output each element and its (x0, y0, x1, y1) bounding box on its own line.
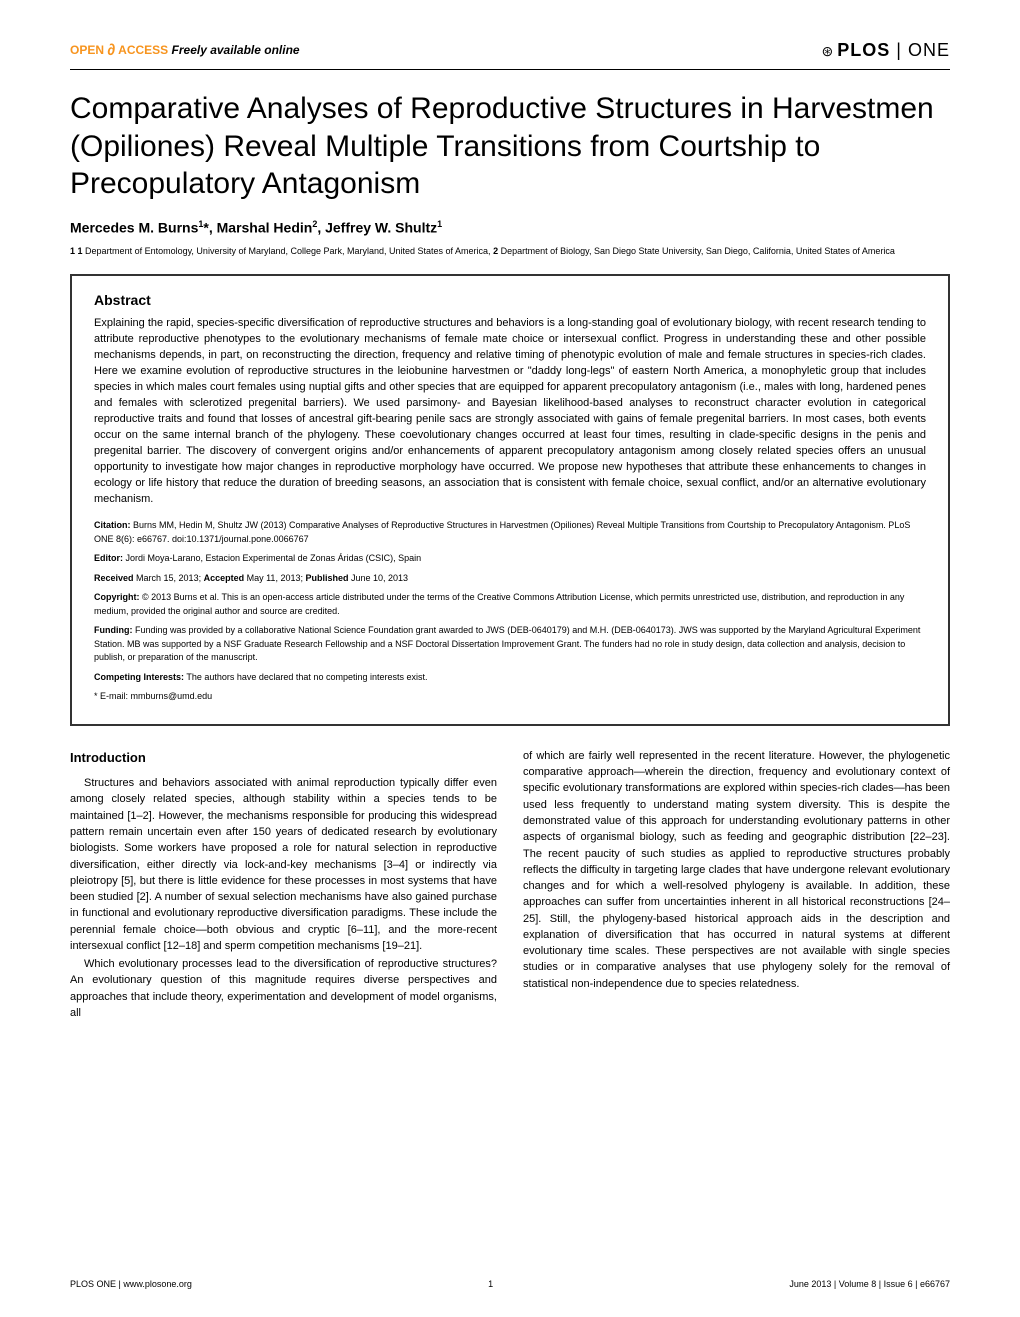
introduction-heading: Introduction (70, 748, 497, 767)
citation-line: Citation: Burns MM, Hedin M, Shultz JW (… (94, 519, 926, 546)
open-access-access: ACCESS (118, 43, 168, 57)
email-star: * E-mail: (94, 691, 131, 701)
open-access-badge: OPEN ∂ ACCESS Freely available online (70, 42, 300, 60)
open-access-open: OPEN (70, 43, 104, 57)
article-title: Comparative Analyses of Reproductive Str… (70, 90, 950, 203)
body-columns: Introduction Structures and behaviors as… (70, 748, 950, 1023)
email-line: * E-mail: mmburns@umd.edu (94, 690, 926, 704)
intro-paragraph-3: of which are fairly well represented in … (523, 748, 950, 992)
column-left: Introduction Structures and behaviors as… (70, 748, 497, 1023)
dates-line: Received March 15, 2013; Accepted May 11… (94, 572, 926, 586)
author-2-prefix: , Marshal Hedin (209, 219, 312, 235)
received-label: Received (94, 573, 134, 583)
page-header: OPEN ∂ ACCESS Freely available online ⊛P… (70, 40, 950, 70)
author-1: Mercedes M. Burns (70, 219, 198, 235)
citation-text: Burns MM, Hedin M, Shultz JW (2013) Comp… (94, 520, 910, 544)
author-3-prefix: , Jeffrey W. Shultz (317, 219, 437, 235)
logo-plos: PLOS (837, 40, 890, 60)
published-label: Published (305, 573, 348, 583)
abstract-box: Abstract Explaining the rapid, species-s… (70, 274, 950, 726)
intro-paragraph-1: Structures and behaviors associated with… (70, 775, 497, 954)
copyright-line: Copyright: © 2013 Burns et al. This is a… (94, 591, 926, 618)
lock-icon: ∂ (107, 42, 115, 59)
page-footer: PLOS ONE | www.plosone.org 1 June 2013 |… (70, 1279, 950, 1289)
copyright-label: Copyright: (94, 592, 140, 602)
logo-separator: | (890, 40, 908, 60)
received-text: March 15, 2013; (134, 573, 204, 583)
authors: Mercedes M. Burns1*, Marshal Hedin2, Jef… (70, 219, 950, 236)
citation-label: Citation: (94, 520, 131, 530)
meta-block: Citation: Burns MM, Hedin M, Shultz JW (… (94, 519, 926, 704)
open-access-tagline: Freely available online (172, 43, 300, 57)
gear-icon: ⊛ (822, 43, 835, 59)
accepted-text: May 11, 2013; (244, 573, 305, 583)
competing-line: Competing Interests: The authors have de… (94, 671, 926, 685)
footer-left: PLOS ONE | www.plosone.org (70, 1279, 192, 1289)
intro-paragraph-2: Which evolutionary processes lead to the… (70, 956, 497, 1021)
funding-text: Funding was provided by a collaborative … (94, 625, 920, 662)
accepted-label: Accepted (204, 573, 245, 583)
logo-one: ONE (908, 40, 950, 60)
funding-label: Funding: (94, 625, 132, 635)
editor-line: Editor: Jordi Moya-Larano, Estacion Expe… (94, 552, 926, 566)
email-address: mmburns@umd.edu (131, 691, 213, 701)
editor-label: Editor: (94, 553, 123, 563)
funding-line: Funding: Funding was provided by a colla… (94, 624, 926, 665)
abstract-text: Explaining the rapid, species-specific d… (94, 316, 926, 507)
competing-text: The authors have declared that no compet… (184, 672, 427, 682)
copyright-text: © 2013 Burns et al. This is an open-acce… (94, 592, 904, 616)
journal-logo: ⊛PLOS | ONE (822, 40, 950, 61)
competing-label: Competing Interests: (94, 672, 184, 682)
affiliations: 11 Department of Entomology, University … (70, 245, 950, 258)
affiliations-full: 1 Department of Entomology, University o… (78, 246, 895, 256)
editor-text: Jordi Moya-Larano, Estacion Experimental… (123, 553, 421, 563)
page: OPEN ∂ ACCESS Freely available online ⊛P… (0, 0, 1020, 1317)
author-3-affil: 1 (437, 219, 442, 229)
footer-right: June 2013 | Volume 8 | Issue 6 | e66767 (789, 1279, 950, 1289)
column-right: of which are fairly well represented in … (523, 748, 950, 1023)
footer-page-number: 1 (488, 1279, 493, 1289)
published-text: June 10, 2013 (348, 573, 408, 583)
abstract-heading: Abstract (94, 292, 926, 308)
